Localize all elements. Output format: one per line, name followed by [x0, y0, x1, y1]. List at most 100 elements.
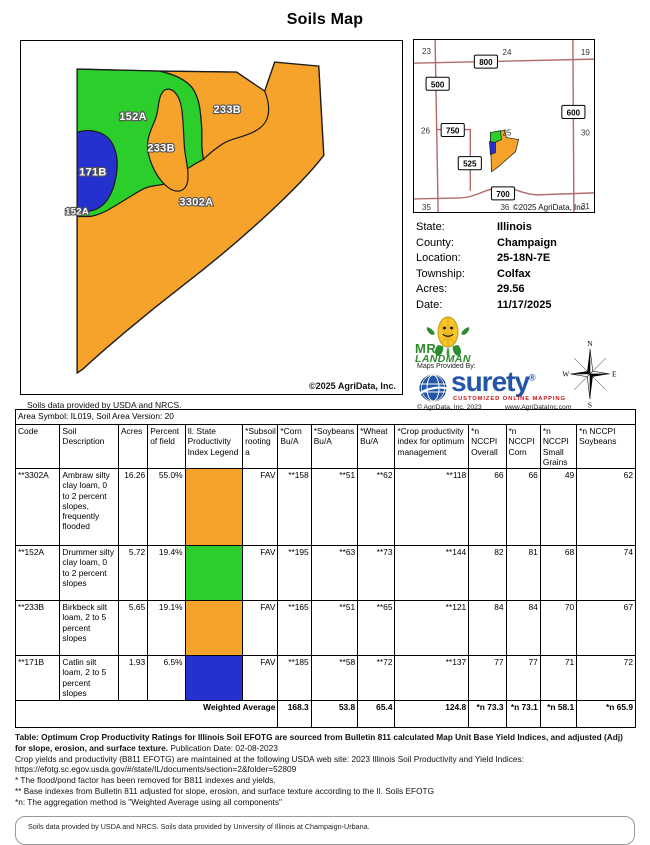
soil-region-233b-center	[146, 88, 189, 192]
surety-wordmark: surety	[451, 366, 530, 397]
surety-tagline: CUSTOMIZED ONLINE MAPPING	[453, 396, 566, 402]
info-date: Date: 11/17/2025	[416, 299, 636, 315]
cell-description: Birkbeck silt loam, 2 to 5 percent slope…	[59, 600, 119, 656]
col-header-percent: Percent of field	[147, 424, 186, 469]
locator-map: 23 24 19 26 25 30 35 36 31 800 500	[413, 39, 595, 213]
map-label-152a: 152A	[119, 111, 147, 123]
map-label-233b-upper: 233B	[214, 104, 242, 116]
cell-soybeans: **63	[310, 545, 359, 601]
cell-description: Catlin silt loam, 2 to 5 percent slopes	[59, 655, 119, 701]
info-date-label: Date:	[416, 298, 443, 311]
col-header-subsoil: *Subsoil rooting a	[242, 424, 279, 469]
cell-nccpi-soybeans: 62	[576, 468, 636, 546]
road-badge-800: 800	[473, 54, 498, 69]
cell-code: **3302A	[14, 468, 61, 546]
cell-crop-index: **118	[394, 468, 470, 546]
section-24: 24	[502, 48, 511, 57]
cell-corn: **195	[277, 545, 312, 601]
info-state: State: Illinois	[416, 221, 636, 237]
col-header-wheat: *Wheat Bu/A	[357, 424, 396, 469]
agridata-copyright: © AgriData, Inc. 2023	[417, 404, 482, 411]
col-header-acres: Acres	[117, 424, 149, 469]
section-30: 30	[581, 129, 590, 138]
footnotes: Table: Optimum Crop Productivity Ratings…	[15, 732, 635, 807]
info-township-label: Township:	[416, 267, 465, 280]
col-header-nccpi-overall: *n NCCPI Overall	[468, 424, 507, 469]
cell-nccpi-small-grains: 68	[539, 545, 578, 601]
compass-rose-icon: N W E S	[562, 339, 617, 409]
section-26: 26	[421, 127, 430, 136]
cell-nccpi-overall: 66	[468, 468, 507, 546]
table-row: **3302A Ambraw silty clay loam, 0 to 2 p…	[14, 468, 636, 546]
section-35: 35	[422, 203, 431, 212]
cell-wheat: **73	[357, 545, 396, 601]
weighted-average-row: Weighted Average 168.3 53.8 65.4 124.8 *…	[14, 700, 636, 728]
bottom-source-note: Soils data provided by USDA and NRCS. So…	[28, 822, 370, 832]
cell-corn: **185	[277, 655, 312, 701]
cell-nccpi-overall: 82	[468, 545, 507, 601]
surety-registered-mark: ®	[529, 372, 536, 383]
cell-nccpi-corn: 81	[505, 545, 541, 601]
svg-text:525: 525	[463, 160, 477, 169]
soil-region-171b	[76, 129, 118, 212]
cell-percent: 6.5%	[147, 655, 186, 701]
road-badge-750: 750	[440, 122, 465, 138]
info-acres-value: 29.56	[497, 283, 525, 296]
cell-subsoil: FAV	[242, 600, 279, 656]
cell-acres: 1.93	[117, 655, 149, 701]
soil-map-canvas: 152A 233B 233B 171B 3302A 152A ©2025 Agr…	[64, 61, 396, 391]
section-23: 23	[422, 47, 431, 56]
cell-subsoil: FAV	[242, 545, 279, 601]
compass-east-label: E	[612, 370, 617, 379]
table-header-row: Code Soil Description Acres Percent of f…	[14, 424, 636, 469]
cell-wheat: **65	[357, 600, 396, 656]
road-badge-525: 525	[457, 156, 482, 171]
cell-nccpi-soybeans: 72	[576, 655, 636, 701]
soil-map: 152A 233B 233B 171B 3302A 152A ©2025 Agr…	[20, 40, 403, 395]
cell-legend-color	[184, 655, 244, 701]
surety-logo: surety®	[451, 366, 536, 398]
table-row: **171B Catlin silt loam, 2 to 5 percent …	[14, 655, 636, 701]
wavg-nccpi-overall: *n 73.3	[468, 700, 507, 728]
area-symbol: Area Symbol: IL019, Soil Area Version: 2…	[15, 409, 636, 425]
wavg-wheat: 65.4	[357, 700, 396, 728]
footnote-base-indexes: ** Base indexes from Bulletin 811 adjust…	[15, 785, 435, 796]
cell-subsoil: FAV	[242, 468, 279, 546]
cell-soybeans: **58	[310, 655, 359, 701]
col-header-corn: *Corn Bu/A	[277, 424, 312, 469]
compass-west-label: W	[562, 370, 570, 379]
cell-nccpi-corn: 84	[505, 600, 541, 656]
cell-soybeans: **51	[310, 600, 359, 656]
wavg-nccpi-small-grains: *n 58.1	[539, 700, 578, 728]
soils-table: Area Symbol: IL019, Soil Area Version: 2…	[14, 409, 636, 728]
col-header-nccpi-soybeans: *n NCCPI Soybeans	[576, 424, 636, 469]
footnote-crop-yields: Crop yields and productivity (B811 EFOTG…	[15, 753, 524, 764]
cell-wheat: **62	[357, 468, 396, 546]
footnote-aggregation: *n: The aggregation method is "Weighted …	[15, 796, 282, 807]
info-location: Location: 25-18N-7E	[416, 252, 636, 268]
cell-description: Drummer silty clay loam, 0 to 2 percent …	[59, 545, 119, 601]
cell-legend-color	[184, 600, 244, 656]
map-source-note: Soils data provided by USDA and NRCS.	[27, 400, 182, 410]
cell-acres: 16.26	[117, 468, 149, 546]
road-badge-500: 500	[425, 76, 450, 91]
agridata-website: www.AgriDataInc.com	[505, 404, 572, 411]
road-badge-700: 700	[490, 186, 516, 201]
compass-south-label: S	[588, 401, 592, 409]
info-county-label: County:	[416, 236, 454, 249]
col-header-legend: Il. State Productivity Index Legend	[184, 424, 244, 469]
svg-text:800: 800	[479, 58, 493, 67]
mr-landman-logo-mr: MR.	[415, 341, 441, 356]
soils-table-section: Area Symbol: IL019, Soil Area Version: 2…	[14, 409, 637, 845]
section-19: 19	[581, 48, 590, 57]
cell-crop-index: **121	[394, 600, 470, 656]
cell-legend-color	[184, 468, 244, 546]
info-date-value: 11/17/2025	[497, 298, 552, 311]
footnote-flood-pond: * The flood/pond factor has been removed…	[15, 775, 276, 786]
parcel-info-panel: State: Illinois County: Champaign Locati…	[416, 221, 636, 315]
col-header-nccpi-small-grains: *n NCCPI Small Grains	[539, 424, 578, 469]
cell-nccpi-soybeans: 74	[576, 545, 636, 601]
cell-percent: 19.1%	[147, 600, 186, 656]
road-badge-600: 600	[561, 104, 586, 119]
inset-copyright: ©2025 AgriData, Inc.	[513, 203, 587, 212]
